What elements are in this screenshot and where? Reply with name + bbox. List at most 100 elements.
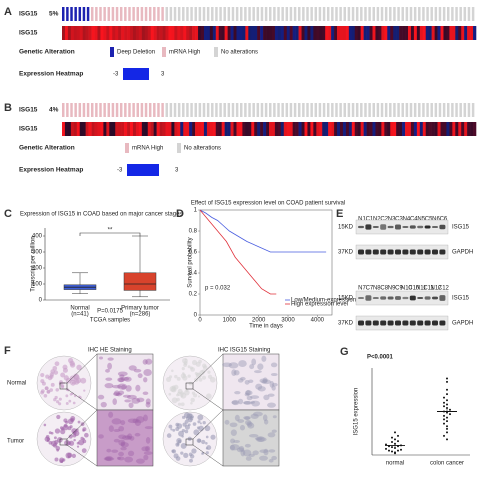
cell: [244, 443, 251, 448]
heatmap-cell: [156, 122, 160, 136]
heatmap-cell: [198, 122, 202, 136]
tissue-speck: [58, 381, 63, 386]
heatmap-cell: [112, 122, 116, 136]
cell: [240, 449, 246, 457]
data-point: [397, 440, 399, 443]
cell: [248, 433, 259, 438]
cell: [135, 458, 145, 464]
tissue-speck: [53, 436, 57, 440]
cell: [120, 442, 129, 448]
heatmap-cell: [159, 26, 163, 40]
inset: [96, 353, 154, 411]
heatmap-cell: [115, 26, 119, 40]
cell: [128, 365, 137, 371]
data-point: [446, 380, 448, 383]
cell: [230, 429, 237, 436]
y-tick-label: 0.2: [189, 292, 198, 298]
heatmap-cell: [171, 26, 175, 40]
case-bar: [198, 7, 202, 21]
cell: [143, 454, 149, 461]
cell: [250, 395, 260, 399]
cell: [257, 363, 264, 370]
case-bar: [355, 103, 359, 117]
band: [432, 296, 438, 300]
case-bar: [393, 7, 396, 21]
tissue-speck: [84, 432, 89, 438]
cell: [262, 414, 268, 422]
cell: [143, 414, 148, 422]
tissue-speck: [52, 366, 58, 371]
heatmap-cell: [248, 26, 252, 40]
heatmap-cell: [91, 122, 95, 136]
cell: [231, 400, 239, 405]
tissue-speck: [181, 435, 184, 438]
heatmap-cell: [351, 122, 356, 136]
heatmap-cell: [141, 122, 146, 136]
case-bar: [82, 7, 86, 21]
legend-label: High expression level: [291, 302, 348, 308]
cell: [243, 415, 251, 420]
case-bar: [198, 103, 202, 117]
tissue-speck: [177, 402, 182, 406]
heatmap-cell: [266, 122, 270, 136]
heatmap-cell: [348, 26, 353, 40]
case-bar: [289, 103, 293, 117]
tissue-speck: [73, 374, 80, 381]
zoom-box: [59, 438, 68, 446]
lane-label: N4: [403, 217, 411, 223]
heatmap-cell: [431, 122, 435, 136]
tissue-speck: [189, 458, 193, 463]
case-bar: [111, 103, 115, 117]
zoom-line: [192, 388, 224, 411]
heatmap-cell: [461, 26, 465, 40]
cell: [100, 401, 107, 408]
cell: [133, 368, 142, 373]
tissue-speck: [180, 391, 184, 396]
tissue-speck: [176, 438, 182, 444]
tissue-speck: [210, 434, 216, 440]
case-bar: [153, 7, 156, 21]
cell: [119, 374, 125, 378]
heatmap-cell: [337, 26, 341, 40]
heatmap-cell: [106, 122, 110, 136]
heatmap-cell: [215, 26, 220, 40]
tissue-speck: [65, 377, 72, 384]
case-bar: [136, 7, 140, 21]
band: [439, 224, 446, 230]
band: [387, 296, 394, 300]
cell: [252, 450, 259, 456]
cell: [117, 456, 125, 461]
heatmap-cell: [399, 26, 403, 40]
tissue-speck: [71, 453, 77, 458]
inset: [222, 353, 280, 411]
row-label: Normal: [7, 381, 26, 387]
heatmap-cell: [70, 26, 75, 40]
tissue-speck: [193, 429, 200, 436]
lane-label: N2: [373, 217, 381, 223]
heatmap-cell: [257, 122, 261, 136]
cell: [246, 421, 253, 427]
heatmap-cell: [313, 26, 317, 40]
tissue-speck: [71, 428, 77, 434]
tissue-speck: [176, 423, 183, 429]
heatmap-cell: [348, 122, 353, 136]
case-bar: [355, 7, 359, 21]
cell: [128, 402, 134, 409]
heatmap-cell: [218, 122, 222, 136]
x-axis-label: Time in days: [249, 324, 283, 330]
heatmap-cell: [70, 122, 75, 136]
heatmap-cell: [248, 122, 252, 136]
band: [380, 249, 387, 255]
zoom-line: [192, 444, 224, 467]
band: [365, 249, 372, 255]
tissue-speck: [81, 448, 87, 453]
case-bar: [107, 103, 111, 117]
panel-label: F: [4, 345, 11, 357]
case-bar: [231, 103, 235, 117]
x-axis-label: TCGA samples: [90, 318, 130, 324]
heatmap-cell: [473, 122, 477, 136]
survival-curve: [199, 209, 277, 295]
tissue-speck: [43, 423, 47, 427]
heatmap-cell: [452, 122, 456, 136]
lane-label: N5: [417, 217, 425, 223]
